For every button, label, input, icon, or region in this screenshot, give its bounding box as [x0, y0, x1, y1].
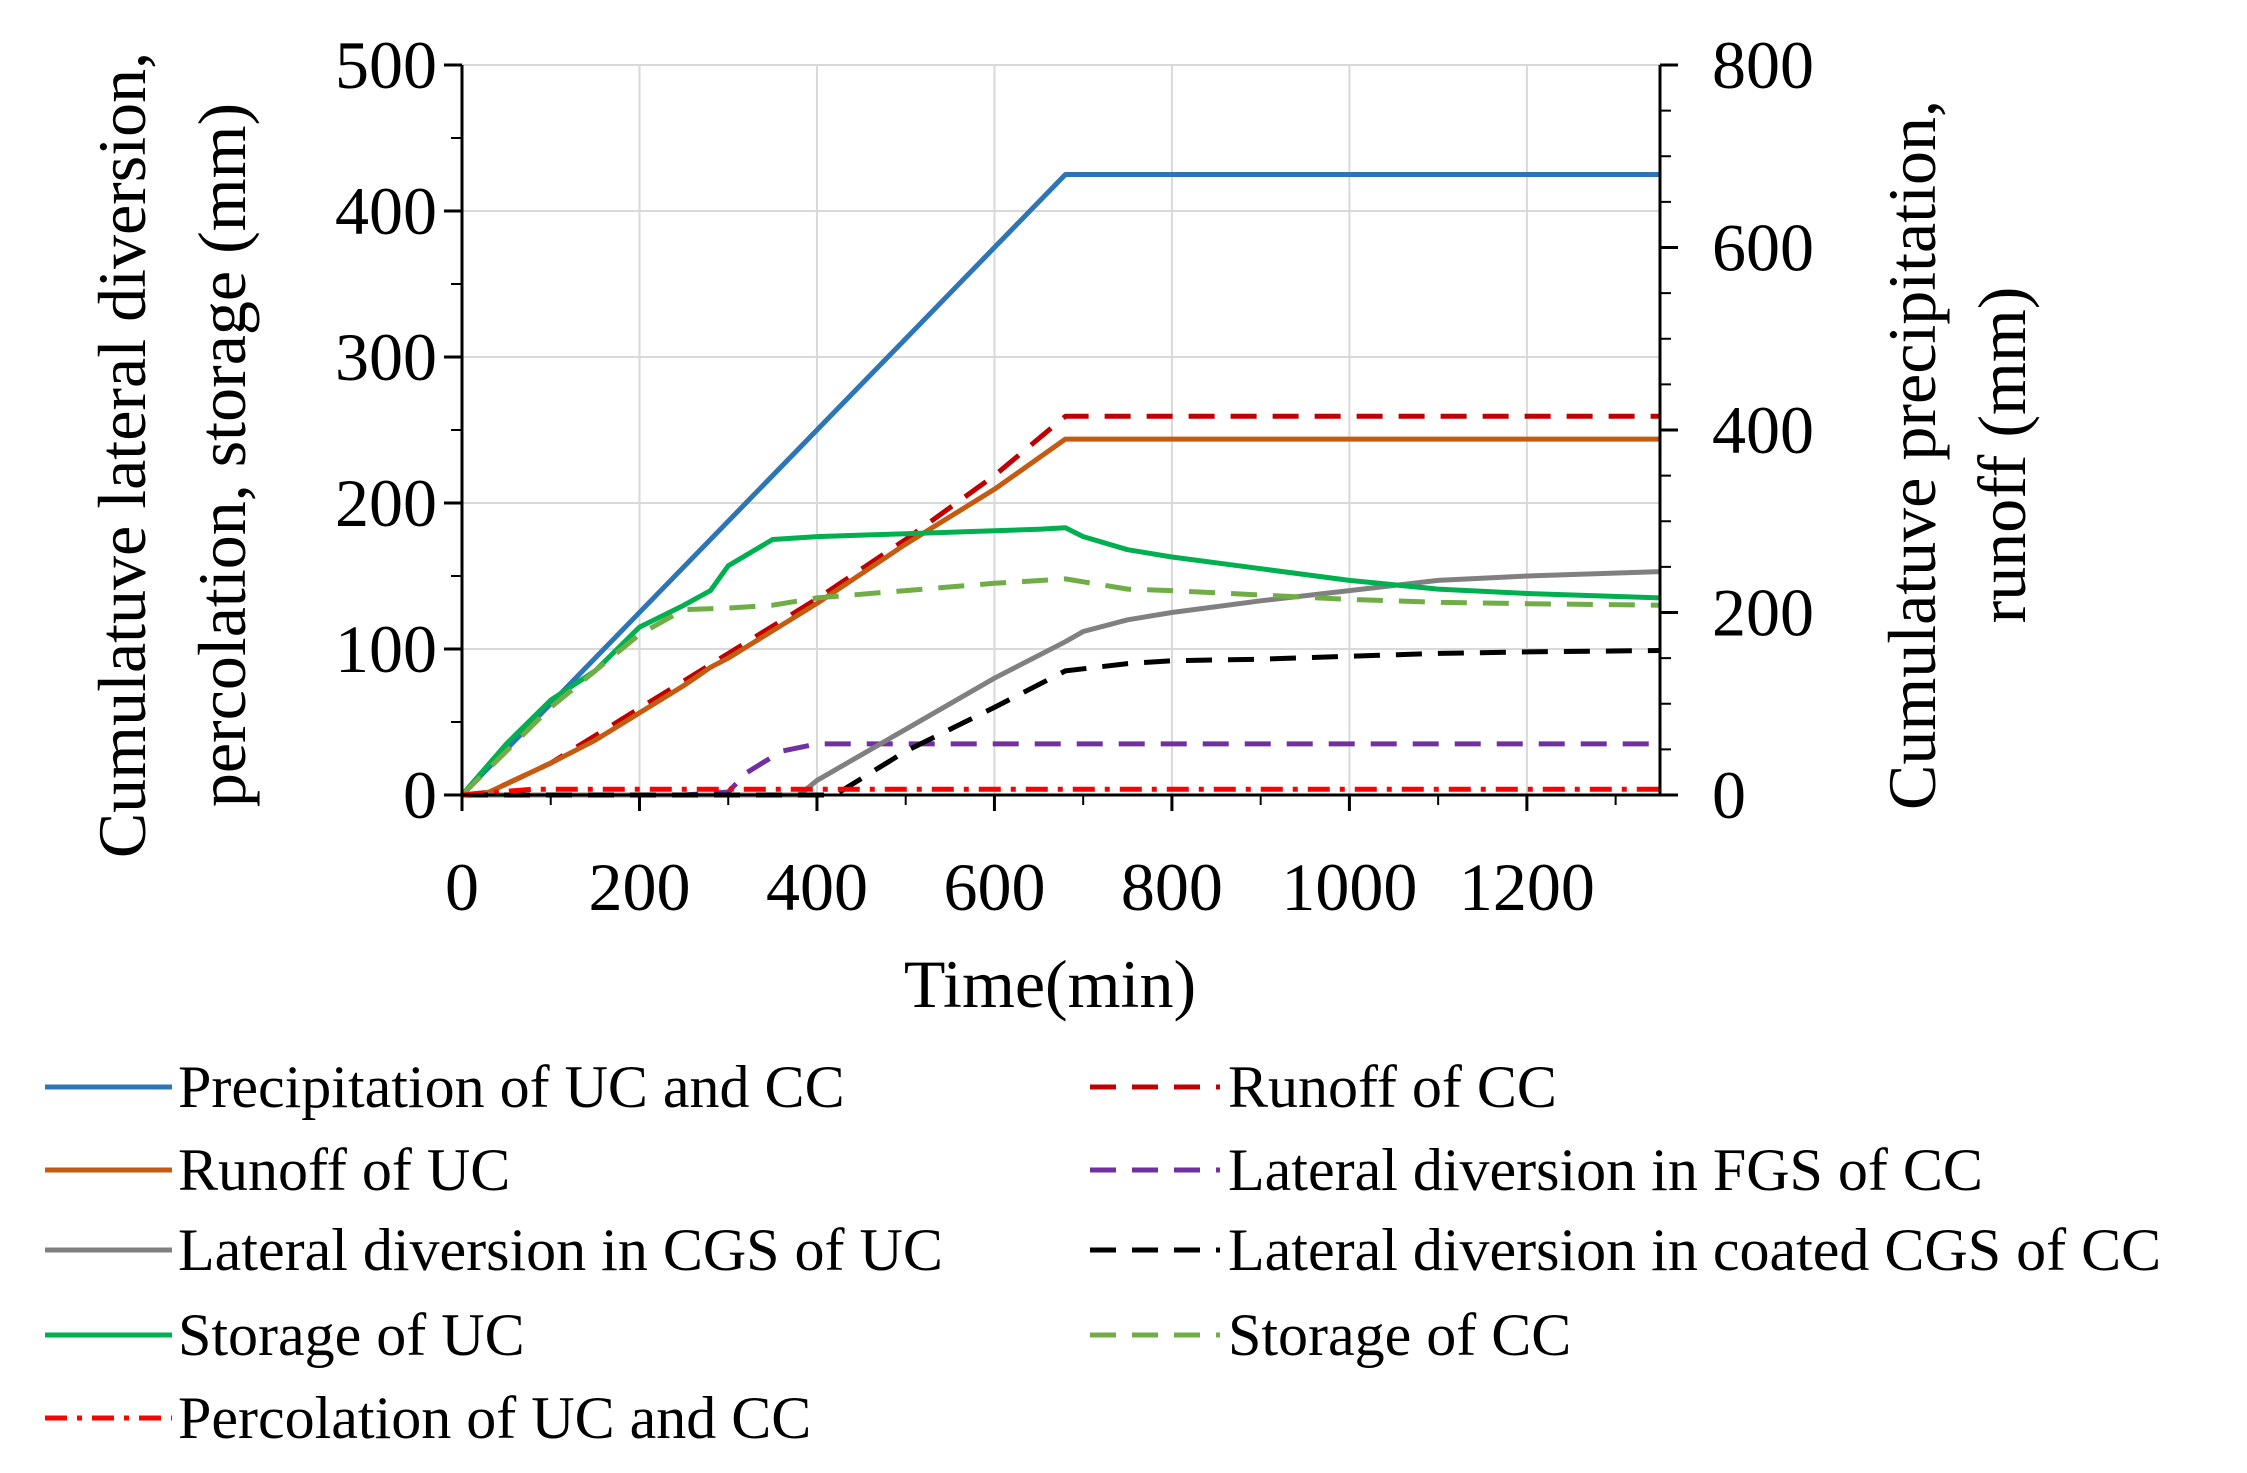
legend-entry-left-1: Runoff of UC: [45, 1137, 510, 1203]
series-line-0: [460, 172, 1660, 797]
legend-label: Runoff of UC: [178, 1137, 510, 1203]
x-tick-label: 200: [588, 849, 690, 925]
legend-entry-left-0: Precipitation of UC and CC: [45, 1054, 845, 1120]
legend-label: Storage of CC: [1228, 1302, 1571, 1368]
legend-label: Precipitation of UC and CC: [178, 1054, 845, 1120]
series-line-2: [461, 436, 1660, 798]
left-y-tick-label: 400: [335, 173, 437, 249]
series-line-6: [460, 525, 1661, 797]
x-tick-label: 800: [1121, 849, 1223, 925]
right-y-tick-label: 800: [1712, 27, 1814, 103]
series-line-4: [462, 569, 1661, 798]
x-axis-title: Time(min): [904, 946, 1196, 1022]
left-axis-title-line-1: Cumulatuve lateral diversion,: [84, 52, 160, 858]
legend-label: Lateral diversion in coated CGS of CC: [1228, 1217, 2161, 1283]
right-y-tick-label: 200: [1712, 575, 1814, 651]
legend-entry-left-4: Percolation of UC and CC: [45, 1385, 811, 1451]
left-y-tick-label: 200: [335, 465, 437, 541]
legend-entry-left-2: Lateral diversion in CGS of UC: [45, 1217, 943, 1283]
legend-label: Lateral diversion in CGS of UC: [178, 1217, 943, 1283]
grid: [462, 64, 1660, 795]
axes: 0 200 400 600 800 1000 1200 0 100 200 300 400 500 0 20…: [335, 27, 1814, 925]
right-y-tick-label: 600: [1712, 210, 1814, 286]
x-tick-label: 1200: [1459, 849, 1595, 925]
right-y-tick-label: 0: [1712, 757, 1746, 833]
legend-label: Lateral diversion in FGS of CC: [1228, 1137, 1983, 1203]
legend-label: Percolation of UC and CC: [178, 1385, 811, 1451]
legend: Precipitation of UC and CC Runoff of UC La…: [45, 1054, 2161, 1451]
series-line-1: [461, 413, 1660, 798]
legend-entry-right-2: Lateral diversion in coated CGS of CC: [1090, 1217, 2161, 1283]
x-tick-label: 1000: [1281, 849, 1417, 925]
right-axis-title-line-1: Cumulatuve precipitation,: [1874, 100, 1950, 810]
x-tick-label: 0: [445, 849, 479, 925]
left-y-tick-label: 300: [335, 319, 437, 395]
legend-entry-right-1: Lateral diversion in FGS of CC: [1090, 1137, 1983, 1203]
right-axis-title: Cumulatuve precipitation, runoff (mm): [1874, 100, 2040, 810]
right-axis-title-line-2: runoff (mm): [1964, 287, 2040, 624]
series-layer: [460, 172, 1661, 798]
legend-entry-right-3: Storage of CC: [1090, 1302, 1571, 1368]
right-y-tick-label: 400: [1712, 392, 1814, 468]
series-line-7: [460, 576, 1661, 797]
legend-label: Runoff of CC: [1228, 1054, 1557, 1120]
legend-label: Storage of UC: [178, 1302, 525, 1368]
left-y-tick-label: 500: [335, 27, 437, 103]
x-tick-label: 400: [766, 849, 868, 925]
series-line-5: [462, 648, 1661, 798]
left-y-tick-label: 100: [335, 611, 437, 687]
x-tick-label: 600: [943, 849, 1045, 925]
legend-entry-right-0: Runoff of CC: [1090, 1054, 1557, 1120]
left-y-tick-label: 0: [403, 757, 437, 833]
left-axis-title-line-2: percolation, storage (mm): [184, 103, 260, 807]
legend-entry-left-3: Storage of UC: [45, 1302, 525, 1368]
left-axis-title: Cumulatuve lateral diversion, percolatio…: [84, 52, 260, 858]
